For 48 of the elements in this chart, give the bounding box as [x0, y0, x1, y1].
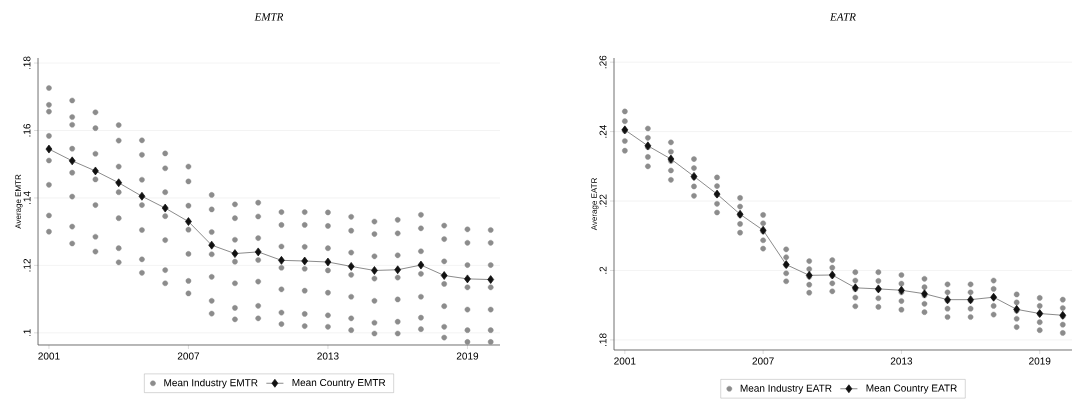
x-tick-label: 2001 [38, 352, 60, 360]
point [185, 217, 192, 226]
point [278, 255, 285, 265]
x-tick-label: 2019 [456, 352, 479, 360]
point [417, 260, 425, 270]
y-tick-label: .22 [599, 194, 607, 208]
point [440, 271, 448, 280]
legend-label: Mean Country EATR [866, 384, 957, 394]
y-tick-label: .18 [599, 333, 607, 346]
x-tick-label: 2001 [614, 357, 636, 365]
point [161, 203, 169, 213]
point [371, 266, 378, 275]
point [254, 247, 262, 257]
x-tick-label: 2013 [890, 357, 913, 365]
y-tick-label: .26 [599, 55, 607, 69]
y-axis-title: Average EMTR [15, 174, 23, 229]
point [464, 274, 471, 284]
point [208, 240, 216, 250]
x-tick-label: 2019 [1029, 357, 1051, 365]
y-tick-label: .16 [23, 123, 31, 137]
point [347, 262, 355, 271]
chart-title: EMTR [254, 13, 284, 21]
x-tick-label: 2013 [317, 352, 339, 360]
point [68, 156, 76, 166]
y-tick-label: .1 [23, 329, 31, 337]
point [301, 256, 309, 266]
point [115, 178, 123, 188]
x-tick-label: 2007 [752, 357, 774, 365]
point [667, 154, 675, 164]
y-tick-label: .12 [23, 258, 31, 272]
point [138, 191, 146, 201]
point [394, 265, 402, 275]
point [324, 257, 332, 267]
point [231, 249, 239, 258]
legend-label: Mean Industry EMTR [164, 378, 258, 389]
point [487, 275, 495, 284]
x-tick-label: 2007 [177, 352, 200, 360]
point [92, 166, 99, 176]
legend-label: Mean Country EMTR [292, 379, 386, 389]
y-tick-label: .18 [23, 56, 31, 70]
y-tick-label: .2 [599, 266, 607, 274]
point [898, 285, 905, 295]
point [45, 144, 53, 154]
chart-title: EATR [829, 13, 856, 21]
y-tick-label: .24 [599, 124, 607, 138]
y-axis-title: Average EATR [591, 178, 599, 231]
y-tick-label: .14 [23, 191, 31, 204]
legend-label: Mean Industry EATR [740, 384, 832, 394]
